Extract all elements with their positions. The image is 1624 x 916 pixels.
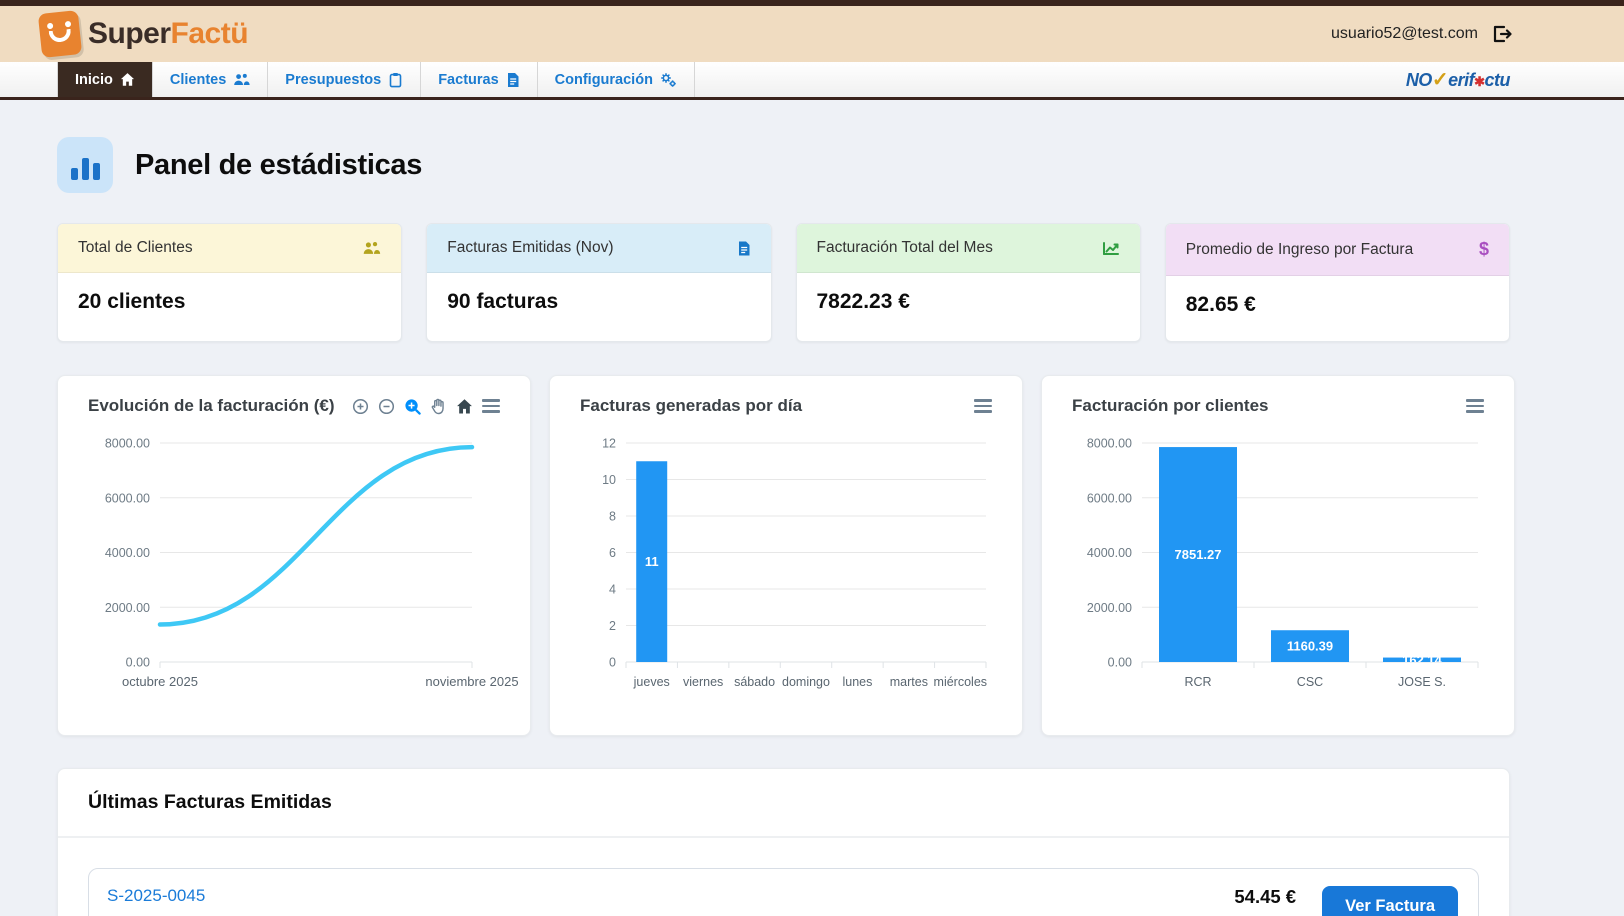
svg-text:2000.00: 2000.00 (1087, 601, 1132, 615)
stat-card-clientes: Total de Clientes 20 clientes (57, 223, 402, 342)
gears-icon (660, 72, 677, 88)
stat-value-promedio: 82.65 € (1166, 276, 1509, 341)
daily-bar-chart-title: Facturas generadas por día (580, 396, 802, 416)
chart-up-icon (1102, 240, 1120, 256)
user-email: usuario52@test.com (1331, 25, 1478, 43)
app-logo[interactable]: SuperFactü (40, 12, 248, 56)
chart-menu-icon[interactable] (482, 399, 500, 413)
chart-menu-icon[interactable] (1466, 399, 1484, 413)
svg-text:11: 11 (645, 554, 659, 569)
line-chart-toolbar (352, 398, 500, 415)
svg-text:0.00: 0.00 (1108, 656, 1132, 670)
users-icon (233, 72, 250, 87)
selection-zoom-icon[interactable] (404, 398, 421, 415)
zoom-out-icon[interactable] (378, 398, 395, 415)
line-chart-card: Evolución de la facturación (€) (57, 375, 531, 736)
svg-text:10: 10 (602, 473, 616, 487)
svg-text:4000.00: 4000.00 (1087, 546, 1132, 560)
clients-bar-chart-canvas: 8000.00 6000.00 4000.00 2000.00 0.00 7851.27 R… (1058, 428, 1498, 700)
svg-text:8000.00: 8000.00 (1087, 437, 1132, 451)
svg-text:0.00: 0.00 (126, 656, 150, 670)
svg-text:domingo: domingo (782, 675, 830, 689)
daily-bar-chart-canvas: 12 10 8 6 4 2 0 11 jueves viernes sábado domingo lun… (566, 428, 1006, 700)
stat-card-promedio: Promedio de Ingreso por Factura $ 82.65 … (1165, 223, 1510, 342)
nav-tab-configuracion[interactable]: Configuración (538, 62, 695, 97)
file-icon (506, 72, 520, 88)
home-icon (120, 72, 135, 87)
check-icon: ✓ (1432, 69, 1448, 91)
app-brand-name: SuperFactü (88, 17, 248, 51)
main-navbar: Inicio Clientes Presupuestos Facturas Co… (0, 62, 1624, 100)
svg-text:CSC: CSC (1297, 675, 1323, 689)
svg-text:jueves: jueves (633, 675, 670, 689)
svg-text:2: 2 (609, 619, 616, 633)
svg-text:RCR: RCR (1184, 675, 1211, 689)
nav-tab-clientes[interactable]: Clientes (153, 62, 268, 97)
chart-menu-icon[interactable] (974, 399, 992, 413)
noverifactu-logo: NO✓erif✱ctu (1406, 67, 1510, 92)
svg-text:4: 4 (609, 583, 616, 597)
stats-row: Total de Clientes 20 clientes Facturas E… (57, 223, 1510, 342)
svg-text:JOSE S.: JOSE S. (1398, 675, 1446, 689)
invoice-icon (737, 240, 751, 257)
bar-chart-icon (57, 137, 113, 193)
svg-text:6000.00: 6000.00 (105, 491, 150, 505)
svg-text:noviembre 2025: noviembre 2025 (425, 674, 518, 689)
stat-card-facturacion-mes: Facturación Total del Mes 7822.23 € (796, 223, 1141, 342)
nav-tab-presupuestos[interactable]: Presupuestos (268, 62, 421, 97)
stat-value-clientes: 20 clientes (58, 273, 401, 338)
svg-text:octubre 2025: octubre 2025 (122, 674, 198, 689)
invoice-number-link[interactable]: S-2025-0045 (107, 886, 205, 906)
svg-text:sábado: sábado (734, 675, 775, 689)
svg-text:lunes: lunes (842, 675, 872, 689)
svg-text:4000.00: 4000.00 (105, 546, 150, 560)
latest-invoices-section: Últimas Facturas Emitidas S-2025-0045 RC… (57, 768, 1510, 916)
ver-factura-button[interactable]: Ver Factura (1322, 886, 1458, 916)
reset-home-icon[interactable] (456, 398, 473, 415)
svg-text:viernes: viernes (683, 675, 723, 689)
daily-bar-chart-card: Facturas generadas por día 12 10 8 6 4 2 0 11 ju… (549, 375, 1023, 736)
bag-smiley-icon (38, 10, 82, 58)
stat-value-facturacion: 7822.23 € (797, 273, 1140, 338)
page-title: Panel de estádisticas (135, 149, 422, 182)
latest-invoices-title: Últimas Facturas Emitidas (58, 769, 1509, 838)
svg-text:8: 8 (609, 510, 616, 524)
svg-text:6000.00: 6000.00 (1087, 491, 1132, 505)
main-content: Panel de estádisticas Total de Clientes … (0, 100, 1624, 916)
clients-bar-chart-title: Facturación por clientes (1072, 396, 1269, 416)
charts-row: Evolución de la facturación (€) (57, 375, 1510, 736)
line-chart-title: Evolución de la facturación (€) (88, 396, 335, 416)
line-chart-canvas: 8000.00 6000.00 4000.00 2000.00 0.00 octubre … (74, 428, 514, 700)
invoice-row: S-2025-0045 RCR 54.45 € 14-11-2025 Ver F… (88, 868, 1479, 916)
dollar-icon: $ (1479, 239, 1489, 260)
logout-icon[interactable] (1492, 25, 1512, 43)
nav-tab-inicio[interactable]: Inicio (57, 62, 153, 97)
clipboard-icon (388, 72, 403, 88)
clients-bar-chart-card: Facturación por clientes 8000.00 6000.00 4… (1041, 375, 1515, 736)
svg-text:miércoles: miércoles (934, 675, 988, 689)
stat-value-facturas: 90 facturas (427, 273, 770, 338)
invoice-amount: 54.45 € (1223, 886, 1296, 908)
svg-text:162.14: 162.14 (1402, 652, 1443, 667)
svg-text:12: 12 (602, 437, 616, 451)
svg-text:0: 0 (609, 656, 616, 670)
svg-text:6: 6 (609, 546, 616, 560)
app-header: SuperFactü usuario52@test.com (0, 6, 1624, 62)
users-icon (362, 240, 381, 256)
nav-tab-facturas[interactable]: Facturas (421, 62, 537, 97)
svg-text:2000.00: 2000.00 (105, 601, 150, 615)
asterisk-icon: ✱ (1474, 74, 1484, 89)
svg-text:martes: martes (890, 675, 928, 689)
svg-text:7851.27: 7851.27 (1175, 547, 1222, 562)
svg-text:8000.00: 8000.00 (105, 437, 150, 451)
zoom-in-icon[interactable] (352, 398, 369, 415)
stat-card-facturas-emitidas: Facturas Emitidas (Nov) 90 facturas (426, 223, 771, 342)
svg-text:1160.39: 1160.39 (1287, 639, 1333, 654)
pan-hand-icon[interactable] (430, 398, 447, 415)
